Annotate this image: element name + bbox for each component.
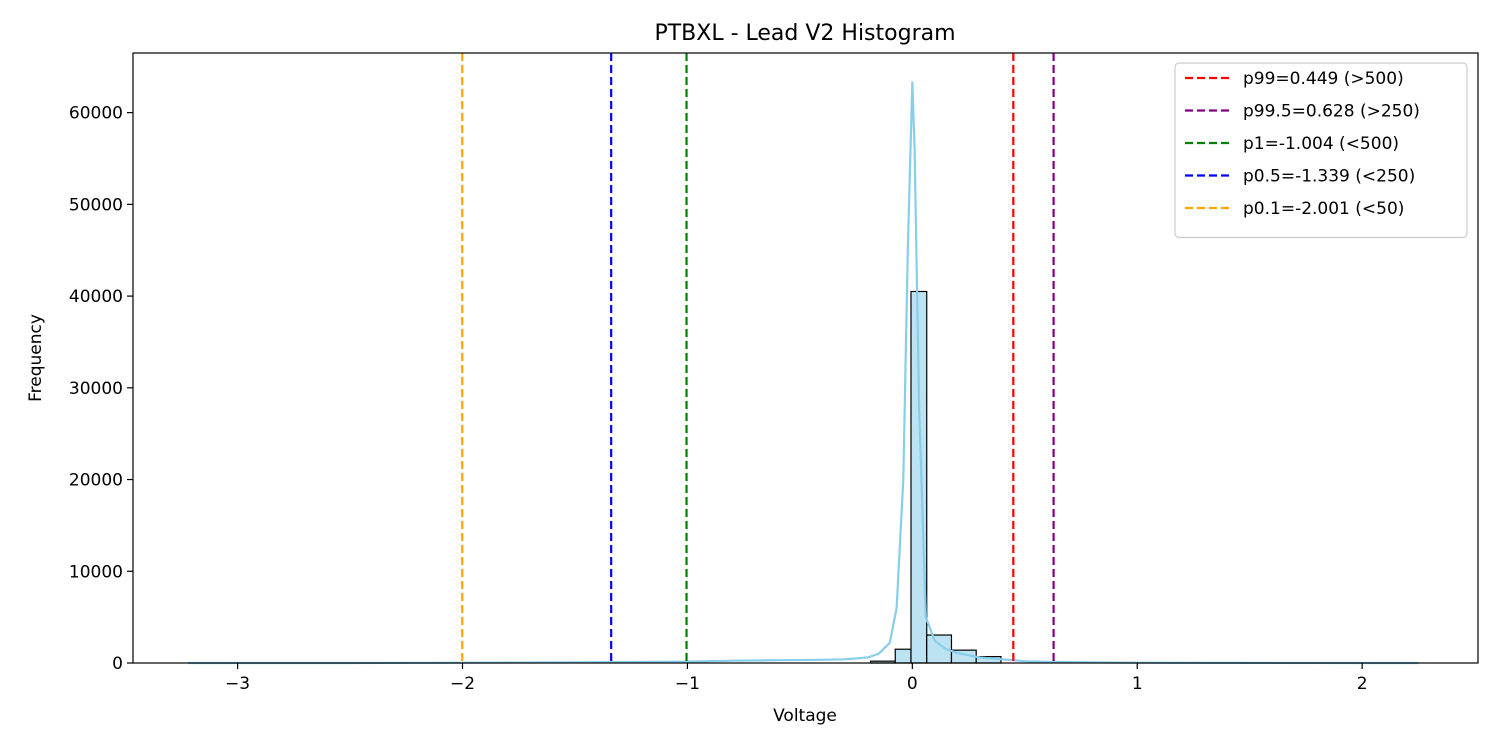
- kde-curve: [188, 81, 1419, 665]
- y-tick-label: 40000: [69, 287, 123, 307]
- x-tick-label: 2: [1357, 674, 1368, 694]
- legend-box: [1174, 62, 1468, 239]
- histogram-bar: [894, 648, 912, 664]
- x-tick-label: 0: [907, 674, 918, 694]
- legend-label: p1=-1.004 (<500): [1243, 134, 1399, 154]
- legend: p99=0.449 (>500) p99.5=0.628 (>250) p1=-1.…: [1174, 62, 1468, 239]
- axes: −3 −2 −1 0 1 2 0 10000 20000 30000 40000 50000 60000: [69, 52, 1479, 694]
- y-tick-label: 30000: [69, 379, 123, 399]
- legend-label: p0.1=-2.001 (<50): [1243, 199, 1404, 219]
- y-tick-label: 10000: [69, 562, 123, 582]
- y-axis-label: Frequency: [26, 314, 46, 402]
- x-axis-label: Voltage: [773, 706, 837, 726]
- axes-frame: [132, 52, 1479, 664]
- y-tick-label: 60000: [69, 104, 123, 124]
- legend-label: p99.5=0.628 (>250): [1243, 102, 1420, 122]
- x-tick-label: −3: [225, 674, 250, 694]
- legend-label: p99=0.449 (>500): [1243, 69, 1404, 89]
- plot-area: [188, 53, 1419, 665]
- x-tick-label: 1: [1132, 674, 1143, 694]
- y-tick-label: 20000: [69, 471, 123, 491]
- y-tick-label: 0: [112, 654, 123, 674]
- x-tick-label: −1: [675, 674, 700, 694]
- legend-label: p0.5=-1.339 (<250): [1243, 167, 1415, 187]
- y-tick-label: 50000: [69, 195, 123, 215]
- x-tick-label: −2: [450, 674, 475, 694]
- chart-title: PTBXL - Lead V2 Histogram: [654, 21, 955, 46]
